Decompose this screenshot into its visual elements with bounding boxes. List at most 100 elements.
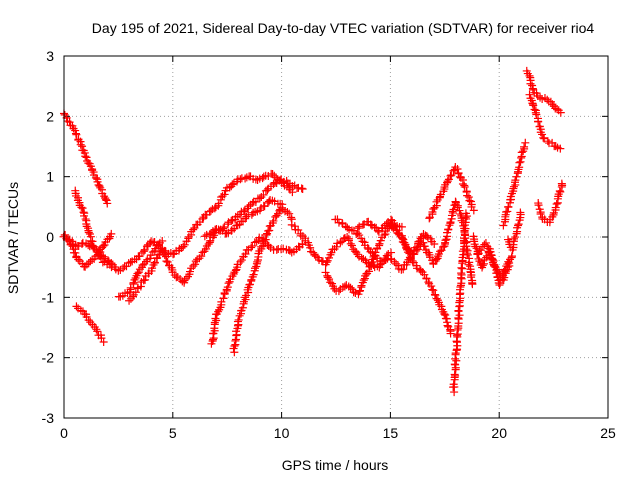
data-point [392, 259, 401, 268]
data-point [511, 176, 520, 185]
data-point [239, 297, 248, 306]
data-point [447, 171, 456, 180]
data-point [128, 292, 137, 301]
data-point [287, 213, 296, 222]
data-point [475, 257, 484, 266]
data-point [489, 260, 498, 269]
data-point [179, 242, 188, 251]
data-point [81, 215, 90, 224]
data-point [452, 356, 461, 365]
data-point [101, 195, 110, 204]
data-point [98, 258, 107, 267]
data-point [503, 263, 512, 272]
data-point [84, 316, 93, 325]
data-point [448, 207, 457, 216]
data-point [145, 254, 154, 263]
data-point [369, 252, 378, 261]
y-tick-label: 3 [46, 48, 54, 64]
data-point [437, 246, 446, 255]
data-point [247, 243, 256, 252]
data-point [321, 268, 330, 277]
data-point [358, 220, 367, 229]
data-point [455, 311, 464, 320]
data-point [255, 194, 264, 203]
data-point [163, 257, 172, 266]
data-point [222, 229, 231, 238]
data-point [416, 266, 425, 275]
data-point [71, 248, 80, 257]
series-track-5 [72, 302, 108, 346]
data-point [237, 256, 246, 265]
data-point [66, 240, 75, 249]
data-point [233, 317, 242, 326]
data-point [211, 314, 220, 323]
data-point [214, 307, 223, 316]
data-point [198, 248, 207, 257]
data-point [88, 166, 97, 175]
data-point [516, 208, 525, 217]
data-point [450, 370, 459, 379]
y-tick-label: -3 [42, 410, 55, 426]
series-track-11 [287, 220, 396, 272]
series-track-15 [387, 221, 455, 338]
data-point [430, 239, 439, 248]
data-point [356, 286, 365, 295]
data-point [278, 200, 287, 209]
data-point [453, 325, 462, 334]
data-point [93, 327, 102, 336]
data-point [532, 110, 541, 119]
data-point [366, 247, 375, 256]
data-point [230, 342, 239, 351]
data-point [82, 222, 91, 231]
data-point [432, 197, 441, 206]
data-point [373, 226, 382, 235]
data-point [538, 130, 547, 139]
data-point [96, 183, 105, 192]
data-point [100, 192, 109, 201]
data-point [441, 310, 450, 319]
data-point [290, 222, 299, 231]
data-point [468, 280, 477, 289]
data-point [539, 133, 548, 142]
data-point [510, 234, 519, 243]
data-point [125, 296, 134, 305]
data-point [501, 267, 510, 276]
data-point [189, 225, 198, 234]
data-point [449, 380, 458, 389]
data-point [268, 170, 277, 179]
data-point [219, 294, 228, 303]
data-point [91, 173, 100, 182]
data-point [224, 279, 233, 288]
data-point [436, 247, 445, 256]
data-point [84, 259, 93, 268]
data-point [99, 337, 108, 346]
data-point [420, 270, 429, 279]
data-point [556, 108, 565, 117]
data-point [441, 236, 450, 245]
data-point [457, 263, 466, 272]
series-track-6 [114, 236, 167, 301]
data-point [268, 218, 277, 227]
data-point [78, 204, 87, 213]
data-point [499, 221, 508, 230]
data-point [114, 266, 123, 275]
series-track-23 [525, 90, 565, 153]
data-point [138, 261, 147, 270]
data-point [204, 240, 213, 249]
data-point [189, 262, 198, 271]
data-point [92, 325, 101, 334]
data-point [422, 274, 431, 283]
data-point [236, 175, 245, 184]
data-point [429, 286, 438, 295]
x-tick-label: 25 [600, 425, 616, 441]
data-point [241, 250, 250, 259]
y-tick-label: 0 [46, 229, 54, 245]
data-point [285, 209, 294, 218]
data-point [61, 231, 70, 240]
data-point [397, 233, 406, 242]
data-point [228, 180, 237, 189]
data-point [200, 232, 209, 241]
x-tick-label: 0 [60, 425, 68, 441]
data-point [405, 249, 414, 258]
data-point [242, 212, 251, 221]
